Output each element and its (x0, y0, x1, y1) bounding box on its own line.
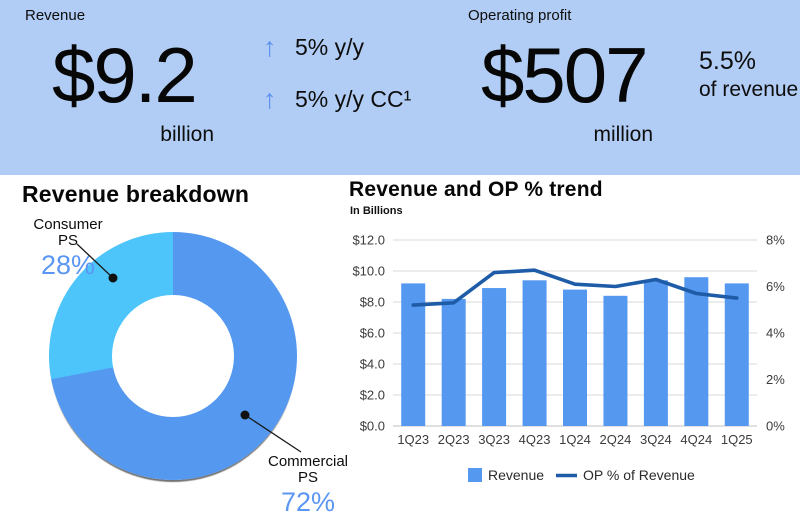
left-axis-tick: $8.0 (360, 295, 385, 310)
operating-profit-label: Operating profit (468, 7, 572, 24)
consumer-ps-label: Consumer (33, 216, 103, 233)
x-axis-label: 4Q24 (680, 432, 712, 447)
trend-chart: $0.0 $2.0 $4.0 $6.0 $8.0 $10.0 $12.0 0% 2% 4% 6% 8%… (352, 233, 785, 484)
right-axis-tick: 2% (766, 372, 785, 387)
growth-cc-text: 5% y/y CC¹ (295, 86, 412, 112)
consumer-ps-percent: 28% (40, 250, 96, 280)
revenue-bar (441, 298, 466, 426)
trend-title: Revenue and OP % trend (349, 178, 603, 201)
consumer-ps-label: PS (57, 232, 78, 249)
left-axis-tick: $4.0 (360, 357, 385, 372)
commercial-ps-label: Commercial (267, 453, 348, 470)
revenue-label: Revenue (25, 7, 86, 24)
revenue-bar (684, 277, 709, 426)
commercial-ps-callout: Commercial PS 72% (247, 454, 369, 516)
legend-revenue-label: Revenue (488, 467, 544, 483)
op-percent-line (411, 268, 739, 307)
revenue-bar (603, 295, 628, 426)
x-axis-label: 2Q23 (438, 432, 470, 447)
operating-profit-unit: million (593, 123, 653, 146)
x-axis-label: 4Q23 (519, 432, 551, 447)
donut-hole (112, 295, 234, 417)
revenue-value: $9.2 (52, 31, 198, 119)
left-axis-tick: $6.0 (360, 326, 385, 341)
right-axis-tick: 8% (766, 233, 785, 248)
x-axis-label: 2Q24 (600, 432, 632, 447)
growth-row-cc: ↑ 5% y/y CC¹ (263, 86, 411, 113)
revenue-bar (522, 280, 547, 426)
revenue-unit: billion (160, 123, 214, 146)
operating-profit-value: $507 (481, 31, 649, 119)
operating-margin-block: 5.5% of revenue (699, 46, 798, 103)
growth-yy-text: 5% y/y (295, 34, 365, 60)
legend-revenue-swatch (468, 468, 482, 482)
operating-margin-value: 5.5% (699, 47, 756, 75)
revenue-bar (724, 283, 749, 426)
commercial-ps-percent: 72% (280, 487, 336, 516)
revenue-breakdown-title: Revenue breakdown (22, 181, 250, 207)
x-axis-label: 1Q24 (559, 432, 591, 447)
right-axis-tick: 4% (766, 326, 785, 341)
operating-margin-caption: of revenue (699, 78, 799, 101)
right-axis-tick: 0% (766, 419, 785, 434)
revenue-bar (563, 289, 587, 426)
left-axis-tick: $0.0 (360, 419, 385, 434)
revenue-bar (643, 280, 668, 426)
kpi-banner: Revenue $9.2 billion ↑ 5% y/y ↑ 5% y/y C… (0, 0, 800, 175)
revenue-bar (482, 288, 507, 426)
x-axis-label: 3Q23 (478, 432, 510, 447)
x-axis-label: 3Q24 (640, 432, 672, 447)
up-arrow-icon: ↑ (263, 32, 277, 62)
legend-op-label: OP % of Revenue (583, 467, 695, 483)
trend-units-note: In Billions (350, 205, 403, 217)
up-arrow-icon: ↑ (263, 84, 277, 114)
left-axis-tick: $2.0 (360, 388, 385, 403)
growth-row-yy: ↑ 5% y/y (263, 34, 364, 61)
left-axis-tick: $12.0 (352, 233, 385, 248)
revenue-bar (401, 283, 426, 426)
right-axis-tick: 6% (766, 279, 785, 294)
left-axis-tick: $10.0 (352, 264, 385, 279)
commercial-ps-label: PS (297, 469, 318, 486)
x-axis-label: 1Q25 (721, 432, 753, 447)
x-axis-label: 1Q23 (397, 432, 429, 447)
consumer-ps-callout: Consumer PS 28% (12, 217, 124, 280)
